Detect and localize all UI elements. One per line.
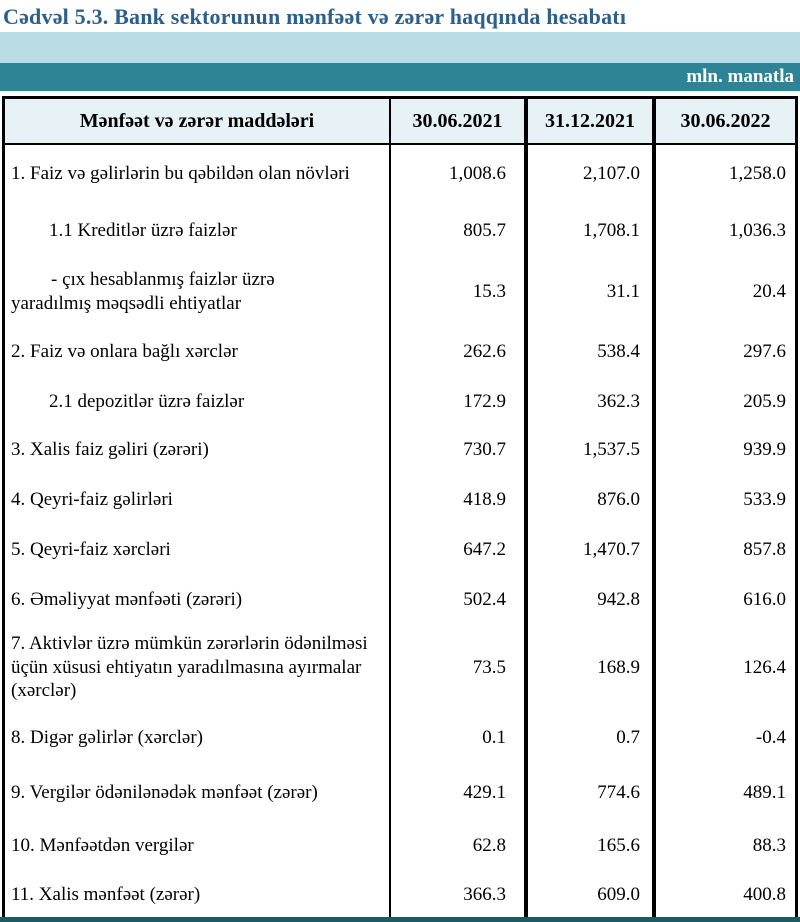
table-row: 2. Faiz və onlara bağlı xərclər 262.6 53… [5, 325, 795, 378]
table-row: 1.1 Kreditlər üzrə faizlər 805.7 1,708.1… [5, 202, 795, 259]
row-label: 7. Aktivlər üzrə mümkün zərərlərin ödəni… [5, 625, 391, 710]
row-value: 62.8 [391, 820, 528, 872]
row-value: 730.7 [391, 425, 528, 475]
row-value: 1,008.6 [391, 145, 528, 202]
row-value: 418.9 [391, 475, 528, 525]
row-label: 8. Digər gəlirlər (xərclər) [5, 710, 391, 765]
row-label: 1. Faiz və gəlirlərin bu qəbildən olan n… [5, 145, 391, 202]
row-value: 489.1 [743, 781, 786, 803]
row-value: 1,708.1 [528, 202, 656, 259]
table-row: 11. Xalis mənfəət (zərər) 366.3 609.0 40… [5, 872, 795, 917]
table-header-row: Mənfəət və zərər maddələri 30.06.2021 31… [5, 99, 795, 145]
spacer [0, 91, 800, 96]
table-row: 1. Faiz və gəlirlərin bu qəbildən olan n… [5, 145, 795, 202]
row-value: 262.6 [391, 325, 528, 378]
row-value: 857.8 [743, 539, 786, 560]
row-value: 647.2 [391, 525, 528, 575]
table-row: 7. Aktivlər üzrə mümkün zərərlərin ödəni… [5, 625, 795, 710]
row-value: 429.1 [391, 765, 528, 820]
row-label-text: - çıx hesablanmış faizlər üzrə yaradılmı… [11, 269, 275, 314]
table-row: 9. Vergilər ödənilənədək mənfəət (zərər)… [5, 765, 795, 820]
row-value: 172.9 [391, 378, 528, 425]
header-items: Mənfəət və zərər maddələri [5, 99, 391, 143]
row-value: 616.0 [743, 589, 786, 610]
row-value: 362.3 [528, 378, 656, 425]
table-row: 8. Digər gəlirlər (xərclər) 0.1 0.7 -0.4 [5, 710, 795, 765]
table-row: 4. Qeyri-faiz gəlirləri 418.9 876.0 533.… [5, 475, 795, 525]
row-label: 5. Qeyri-faiz xərcləri [5, 525, 391, 575]
row-value: 400.8 [743, 883, 786, 905]
table-row: 3. Xalis faiz gəliri (zərəri) 730.7 1,53… [5, 425, 795, 475]
row-value: 939.9 [743, 439, 786, 460]
row-label: 4. Qeyri-faiz gəlirləri [5, 475, 391, 525]
row-value: 805.7 [391, 202, 528, 259]
row-value: 168.9 [528, 625, 656, 710]
row-value: -0.4 [755, 726, 786, 748]
row-value: 126.4 [743, 656, 786, 678]
table-row: 2.1 depozitlər üzrə faizlər 172.9 362.3 … [5, 378, 795, 425]
header-date-2: 31.12.2021 [528, 99, 656, 143]
row-label: 11. Xalis mənfəət (zərər) [5, 872, 391, 917]
table-row: 5. Qeyri-faiz xərcləri 647.2 1,470.7 857… [5, 525, 795, 575]
row-value: 31.1 [528, 259, 656, 325]
row-label: 2.1 depozitlər üzrə faizlər [5, 378, 391, 425]
row-value: 774.6 [528, 765, 656, 820]
row-value: 942.8 [528, 575, 656, 625]
row-label: 3. Xalis faiz gəliri (zərəri) [5, 425, 391, 475]
unit-band: mln. manatla [0, 63, 800, 91]
row-value: 2,107.0 [528, 145, 656, 202]
row-value: 1,537.5 [528, 425, 656, 475]
row-label: - çıx hesablanmış faizlər üzrə yaradılmı… [5, 259, 391, 325]
table-row: 6. Əməliyyat mənfəəti (zərəri) 502.4 942… [5, 575, 795, 625]
row-label: 6. Əməliyyat mənfəəti (zərəri) [5, 575, 391, 625]
row-value: 73.5 [391, 625, 528, 710]
row-value: 1,470.7 [528, 525, 656, 575]
row-value: 533.9 [743, 489, 786, 510]
row-value: 366.3 [391, 872, 528, 917]
row-value: 297.6 [743, 340, 786, 362]
row-value: 205.9 [743, 390, 786, 412]
page-title: Cədvəl 5.3. Bank sektorunun mənfəət və z… [3, 4, 627, 29]
table-row: 10. Mənfəətdən vergilər 62.8 165.6 88.3 [5, 820, 795, 872]
row-value: 20.4 [752, 281, 786, 302]
header-date-3: 30.06.2022 [680, 109, 771, 132]
row-value: 0.7 [528, 710, 656, 765]
row-label: 10. Mənfəətdən vergilər [5, 820, 391, 872]
row-label: 1.1 Kreditlər üzrə faizlər [5, 202, 391, 259]
row-value: 165.6 [528, 820, 656, 872]
profit-loss-table: Mənfəət və zərər maddələri 30.06.2021 31… [2, 96, 798, 920]
row-value: 1,036.3 [729, 219, 786, 241]
row-value: 502.4 [391, 575, 528, 625]
row-value: 609.0 [528, 872, 656, 917]
unit-label: mln. manatla [686, 66, 794, 87]
row-value: 1,258.0 [729, 162, 786, 184]
header-date-1: 30.06.2021 [391, 99, 528, 143]
row-label: 9. Vergilər ödənilənədək mənfəət (zərər) [5, 765, 391, 820]
decorative-bottom-band [0, 917, 800, 922]
row-value: 0.1 [391, 710, 528, 765]
row-label: 2. Faiz və onlara bağlı xərclər [5, 325, 391, 378]
table-row: - çıx hesablanmış faizlər üzrə yaradılmı… [5, 259, 795, 325]
row-value: 15.3 [391, 259, 528, 325]
row-value: 88.3 [752, 835, 786, 856]
row-value: 538.4 [528, 325, 656, 378]
row-value: 876.0 [528, 475, 656, 525]
decorative-light-band [0, 32, 800, 63]
